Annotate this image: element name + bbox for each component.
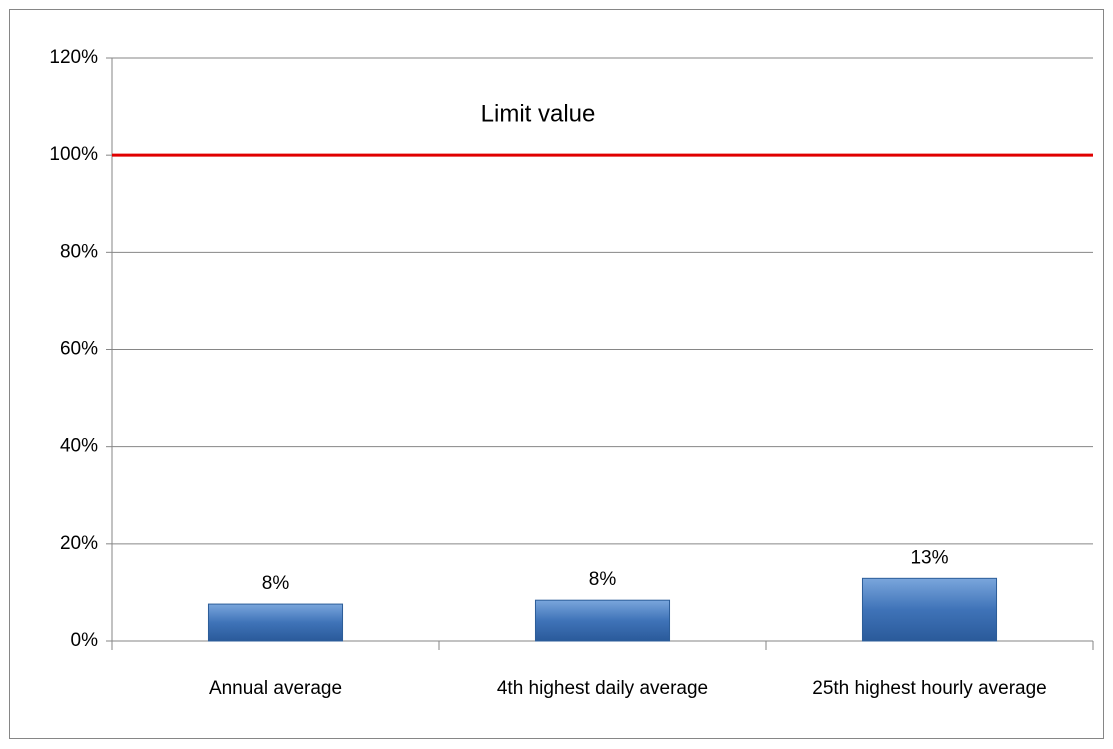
y-tick-label: 60% [60,339,98,360]
value-label: 8% [262,573,290,594]
y-tick-label: 120% [49,47,98,68]
bar [207,603,344,642]
y-tick-label: 0% [71,630,99,651]
limit-label: Limit value [481,101,596,128]
value-label: 8% [589,569,617,590]
y-tick-label: 20% [60,533,98,554]
y-tick-label: 80% [60,241,98,262]
y-tick-label: 100% [49,144,98,165]
x-tick-label: 4th highest daily average [497,678,708,699]
value-label: 13% [910,547,948,568]
x-tick-label: Annual average [209,678,342,699]
x-tick-label: 25th highest hourly average [812,678,1047,699]
y-tick-label: 40% [60,436,98,457]
bar [861,577,998,642]
bar [534,599,671,642]
